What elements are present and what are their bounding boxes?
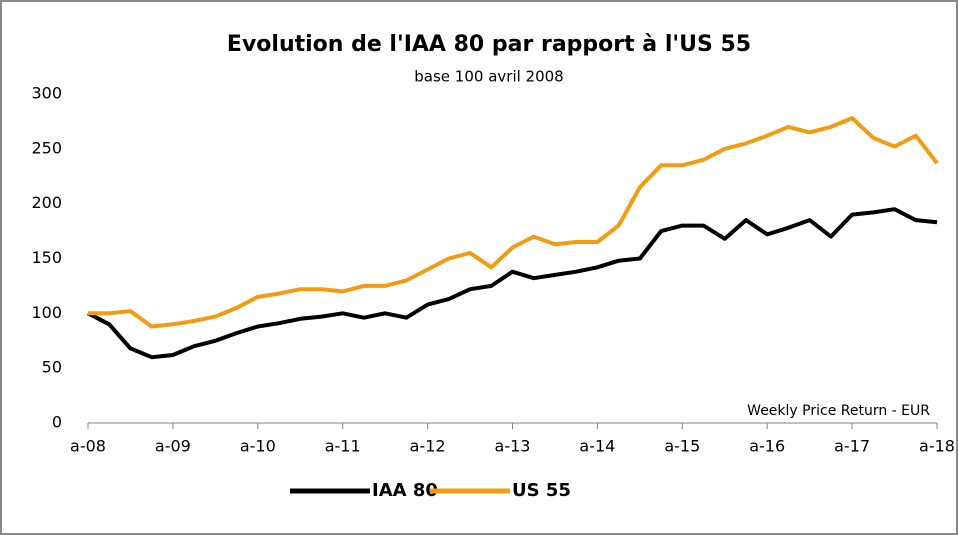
y-tick-label: 300: [31, 84, 62, 103]
x-tick-label: a-14: [579, 437, 615, 456]
x-tick-label: a-16: [749, 437, 785, 456]
y-tick-label: 0: [52, 413, 62, 432]
x-tick-label: a-10: [240, 437, 276, 456]
chart-subtitle: base 100 avril 2008: [414, 68, 563, 86]
legend-label: IAA 80: [372, 480, 438, 501]
x-tick-label: a-11: [325, 437, 361, 456]
chart-title: Evolution de l'IAA 80 par rapport à l'US…: [227, 32, 751, 57]
x-tick-label: a-13: [495, 437, 531, 456]
legend-label: US 55: [512, 480, 571, 501]
x-tick-label: a-12: [410, 437, 446, 456]
series-line: [87, 207, 938, 360]
x-tick-label: a-09: [155, 437, 191, 456]
x-tick-label: a-18: [919, 437, 955, 456]
annotation: Weekly Price Return - EUR: [747, 403, 930, 419]
y-tick-label: 100: [31, 303, 62, 322]
x-tick-label: a-17: [834, 437, 870, 456]
y-tick-label: 250: [31, 138, 62, 157]
x-tick-label: a-08: [70, 437, 106, 456]
y-tick-label: 200: [31, 193, 62, 212]
x-tick-label: a-15: [664, 437, 700, 456]
series-line: [88, 116, 939, 329]
y-tick-label: 50: [42, 358, 62, 377]
y-tick-label: 150: [31, 248, 62, 267]
